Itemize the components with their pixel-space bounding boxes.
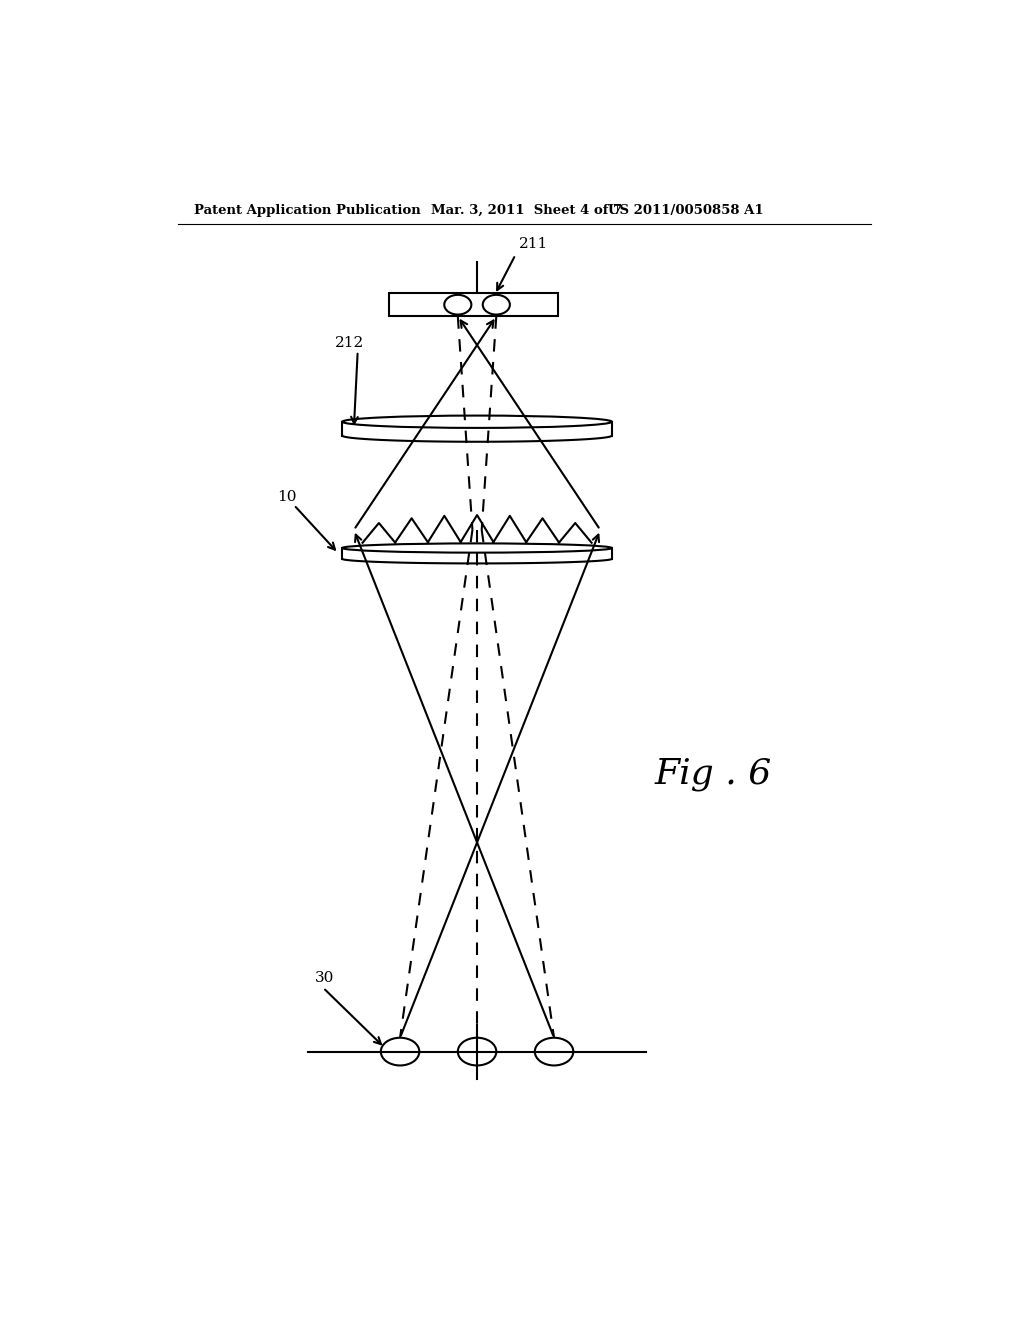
- Ellipse shape: [458, 1038, 497, 1065]
- Text: Fig . 6: Fig . 6: [654, 758, 771, 792]
- Text: 30: 30: [315, 972, 335, 986]
- Ellipse shape: [342, 544, 611, 553]
- Text: Patent Application Publication: Patent Application Publication: [194, 205, 421, 218]
- Polygon shape: [388, 293, 558, 317]
- Ellipse shape: [482, 294, 510, 314]
- Text: 211: 211: [519, 236, 549, 251]
- Ellipse shape: [535, 1038, 573, 1065]
- Text: US 2011/0050858 A1: US 2011/0050858 A1: [608, 205, 764, 218]
- Ellipse shape: [381, 1038, 419, 1065]
- Ellipse shape: [444, 294, 471, 314]
- Text: 10: 10: [276, 490, 296, 504]
- Text: Mar. 3, 2011  Sheet 4 of 7: Mar. 3, 2011 Sheet 4 of 7: [431, 205, 622, 218]
- Text: 212: 212: [335, 337, 364, 350]
- Ellipse shape: [342, 416, 611, 428]
